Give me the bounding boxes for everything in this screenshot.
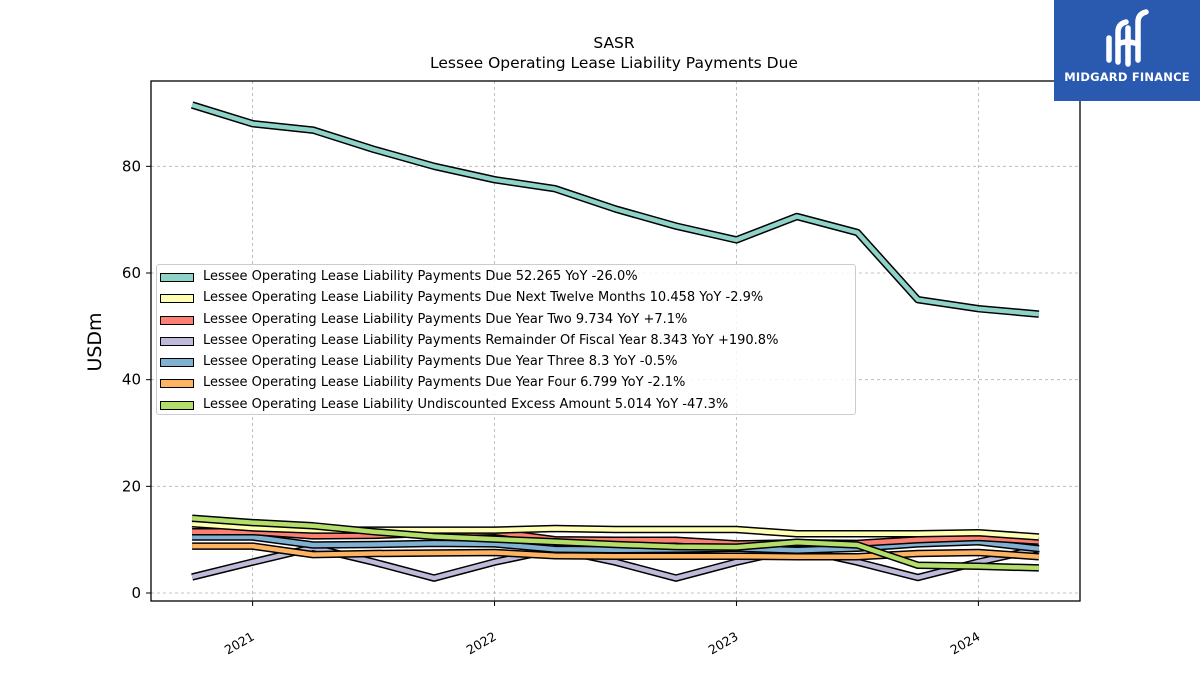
legend-item: Lessee Operating Lease Liability Payment… [157, 311, 855, 332]
legend-item: Lessee Operating Lease Liability Undisco… [157, 396, 855, 417]
x-tick-label: 2024 [948, 629, 983, 658]
y-tick-label: 20 [122, 477, 141, 495]
y-tick-label: 60 [122, 264, 141, 282]
legend-label: Lessee Operating Lease Liability Payment… [203, 354, 678, 370]
legend-label: Lessee Operating Lease Liability Payment… [203, 290, 764, 306]
series-line [191, 102, 1040, 317]
legend-label: Lessee Operating Lease Liability Payment… [203, 332, 779, 348]
logo-text: MIDGARD FINANCE [1064, 70, 1190, 84]
legend-swatch [160, 273, 194, 282]
logo-mark-icon [1106, 9, 1149, 67]
legend-swatch [160, 294, 194, 304]
chart-subtitle: Lessee Operating Lease Liability Payment… [430, 54, 798, 72]
legend-label: Lessee Operating Lease Liability Payment… [203, 311, 688, 327]
legend: Lessee Operating Lease Liability Payment… [156, 264, 856, 415]
legend-item: Lessee Operating Lease Liability Payment… [157, 268, 855, 289]
brand-logo: MIDGARD FINANCE [1054, 0, 1200, 101]
y-tick-label: 40 [122, 371, 141, 389]
legend-swatch [160, 400, 194, 410]
series-line [192, 529, 1040, 547]
y-tick-label: 0 [131, 584, 141, 602]
legend-swatch [160, 315, 194, 325]
series-line [191, 516, 1039, 571]
y-axis-label: USDm [84, 312, 106, 371]
legend-item: Lessee Operating Lease Liability Payment… [157, 353, 855, 374]
x-tick-label: 2023 [706, 629, 741, 658]
legend-swatch [160, 336, 194, 346]
chart-title: SASR [593, 34, 635, 52]
legend-swatch [160, 358, 194, 368]
plot-frame [150, 80, 1081, 602]
legend-label: Lessee Operating Lease Liability Payment… [203, 269, 638, 284]
x-tick-label: 2021 [222, 629, 257, 658]
x-tick-label: 2022 [464, 629, 499, 658]
legend-swatch [160, 379, 194, 389]
series-line [192, 534, 1040, 553]
legend-item: Lessee Operating Lease Liability Payment… [157, 374, 855, 395]
legend-label: Lessee Operating Lease Liability Payment… [203, 375, 686, 391]
legend-item: Lessee Operating Lease Liability Payment… [157, 289, 855, 310]
series-lines [190, 101, 1040, 582]
series-line [192, 543, 1040, 559]
legend-label: Lessee Operating Lease Liability Undisco… [203, 396, 729, 412]
legend-item: Lessee Operating Lease Liability Payment… [157, 332, 855, 353]
y-tick-label: 80 [122, 157, 141, 175]
